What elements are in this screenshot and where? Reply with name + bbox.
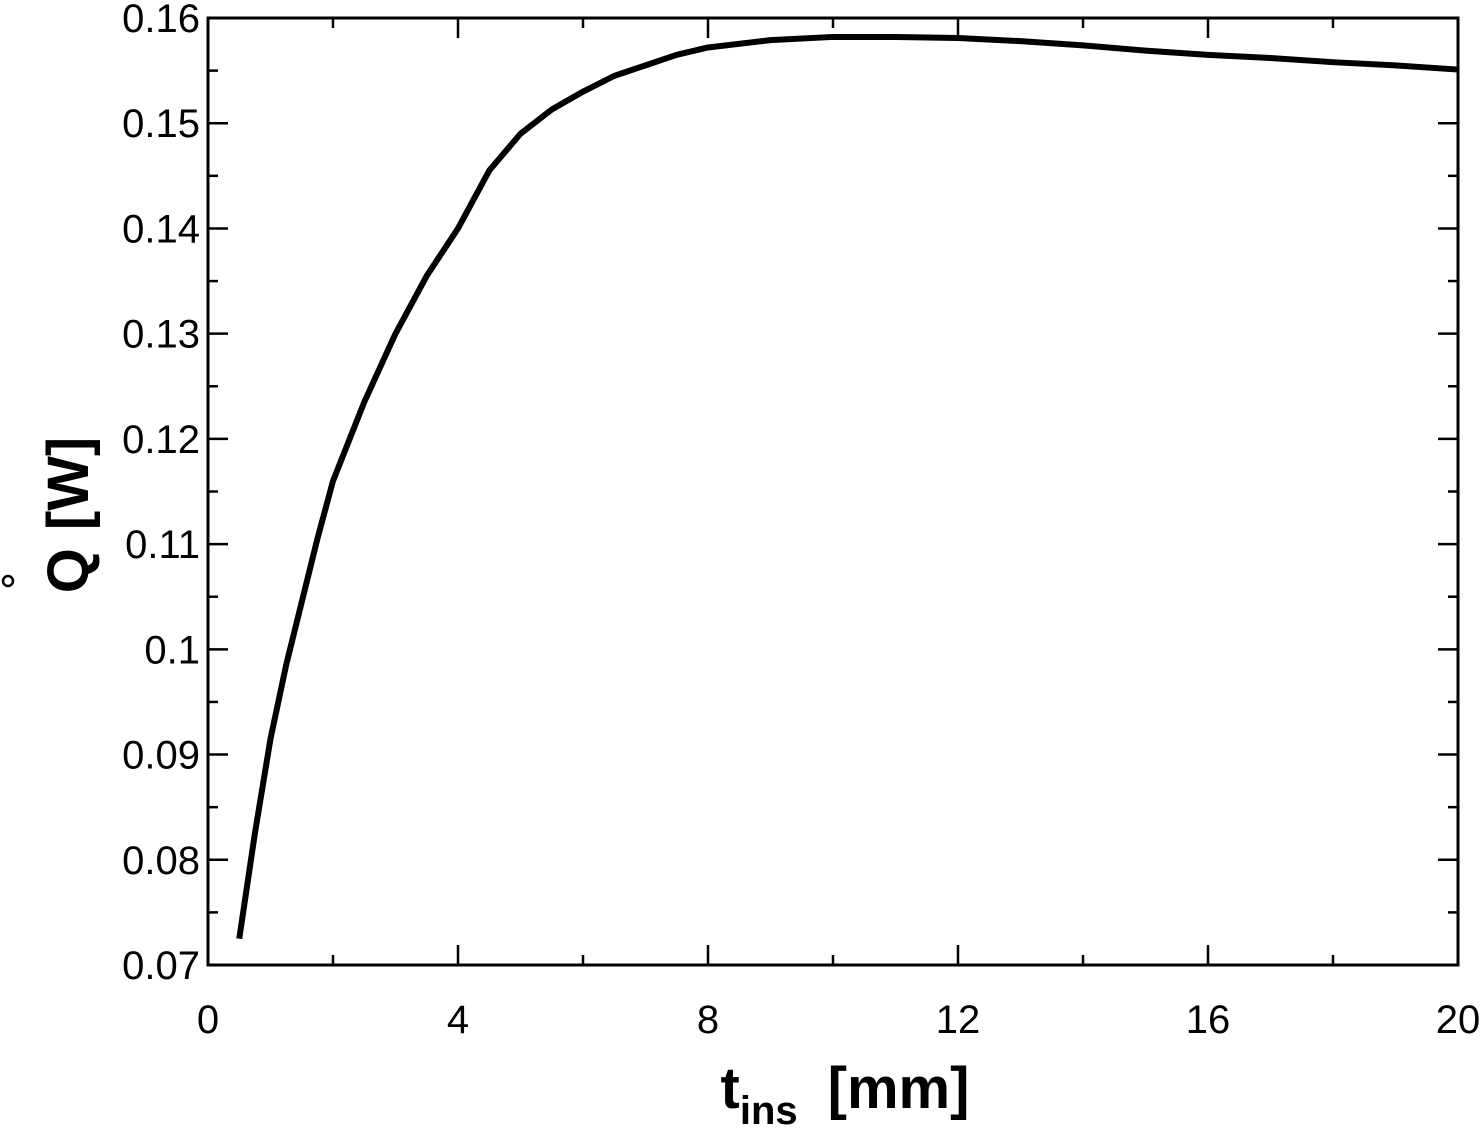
x-axis-label-unit: [mm] (828, 1056, 970, 1121)
x-tick-label: 16 (1186, 998, 1231, 1042)
x-tick-label: 20 (1436, 998, 1481, 1042)
x-tick-label: 8 (697, 998, 719, 1042)
plot-frame (206, 16, 1460, 967)
x-axis-label: tins [mm] (721, 1056, 970, 1133)
y-tick-label: 0.08 (122, 839, 200, 883)
x-tick-label: 4 (447, 998, 469, 1042)
ticks (206, 16, 1460, 967)
y-tick-label: 0.11 (125, 523, 200, 567)
y-tick-label: 0.07 (122, 944, 200, 988)
x-axis-label-main: t (721, 1056, 740, 1121)
y-tick-label: 0.09 (122, 734, 200, 778)
y-axis-label: Q [W] (1, 437, 101, 594)
y-tick-label: 0.15 (122, 102, 200, 146)
x-tick-label: 12 (936, 998, 981, 1042)
x-tick-label: 0 (197, 998, 219, 1042)
tick-labels: 0 4 8 12 16 20 0.07 0.08 0.09 0.1 0.11 0.12 0.13 0.14… (122, 0, 1480, 1042)
y-tick-label: 0.14 (122, 207, 200, 251)
svg-text:Q[W]: Q [W] (36, 437, 101, 594)
y-tick-label: 0.13 (122, 313, 200, 357)
x-axis-label-sub: ins (740, 1089, 798, 1133)
y-tick-label: 0.1 (144, 628, 200, 672)
series-line (236, 33, 1459, 940)
y-axis-label-symbol: Q (36, 548, 101, 593)
q-dot-accent (1, 574, 15, 588)
y-axis-label-unit: [W] (36, 437, 101, 530)
y-tick-label: 0.16 (122, 0, 200, 41)
y-tick-label: 0.12 (122, 418, 200, 462)
